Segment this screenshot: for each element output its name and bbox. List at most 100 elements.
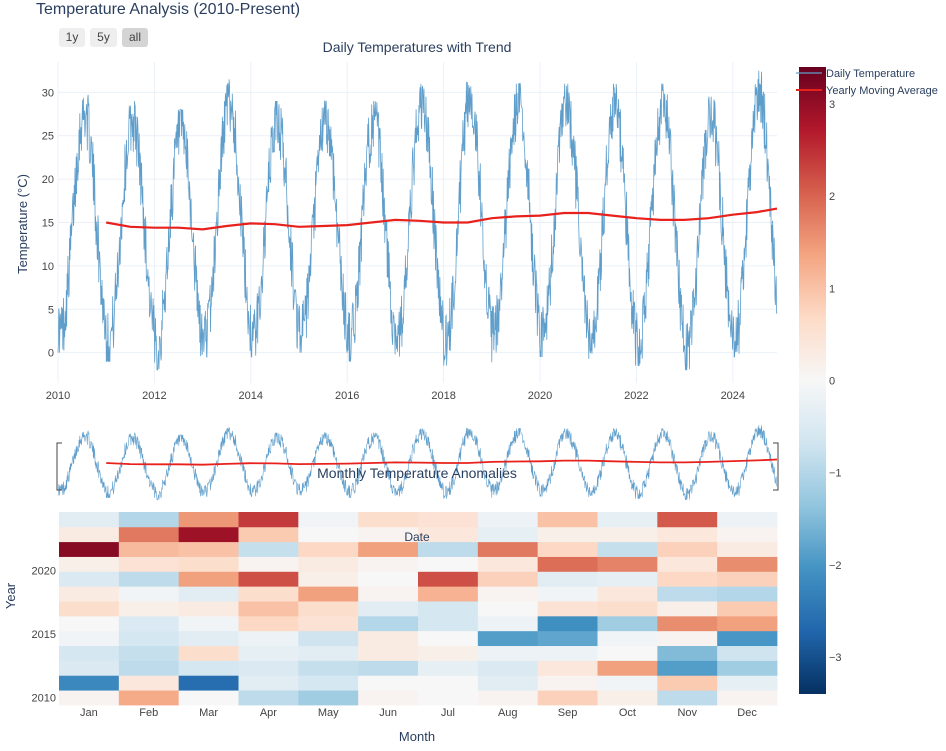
heatmap-cell[interactable] [717,541,778,557]
heatmap-cell[interactable] [477,526,539,543]
legend-average-label[interactable]: Yearly Moving Average [826,85,938,97]
heatmap-cell[interactable] [597,601,658,617]
heatmap-cell[interactable] [477,645,539,661]
heatmap-cell[interactable] [59,675,120,691]
heatmap-cell[interactable] [358,645,419,661]
heatmap-cell[interactable] [657,630,718,647]
range-slider[interactable] [56,425,779,501]
heatmap-cell[interactable] [477,601,539,617]
heatmap-cell[interactable] [477,571,539,587]
heatmap-cell[interactable] [418,660,479,676]
heatmap-cell[interactable] [238,645,299,661]
heatmap-cell[interactable] [298,630,359,647]
heatmap-cell[interactable] [178,556,239,572]
heatmap-cell[interactable] [178,690,239,706]
heatmap-cell[interactable] [597,512,658,528]
heatmap-cell[interactable] [358,586,419,602]
heatmap-cell[interactable] [298,690,359,706]
heatmap-cell[interactable] [418,690,479,706]
heatmap-cell[interactable] [238,556,299,572]
heatmap-cell[interactable] [418,645,479,661]
heatmap-cell[interactable] [178,615,239,632]
heatmap-cell[interactable] [59,645,120,661]
heatmap-cell[interactable] [597,615,658,632]
heatmap-cell[interactable] [238,586,299,602]
slider-handle-left[interactable] [56,442,62,491]
heatmap-cell[interactable] [298,571,359,587]
heatmap-cell[interactable] [477,690,539,706]
heatmap-cell[interactable] [298,675,359,691]
heatmap-cell[interactable] [597,645,658,661]
heatmap-cell[interactable] [118,675,180,691]
heatmap-cell[interactable] [238,690,299,706]
heatmap-cell[interactable] [118,571,180,587]
heatmap-cell[interactable] [418,615,479,632]
heatmap-cell[interactable] [298,512,359,528]
heatmap-cell[interactable] [118,601,180,617]
heatmap-cell[interactable] [118,512,180,528]
heatmap-cell[interactable] [717,660,778,676]
heatmap-cell[interactable] [59,630,120,647]
legend[interactable]: Daily Temperature Yearly Moving Average [796,68,938,97]
heatmap-cell[interactable] [537,630,598,647]
heatmap-cell[interactable] [537,571,598,587]
heatmap-cell[interactable] [597,526,658,543]
heatmap-cell[interactable] [657,615,718,632]
heatmap-cell[interactable] [238,660,299,676]
heatmap-cell[interactable] [597,556,658,572]
heatmap-cell[interactable] [358,601,419,617]
heatmap-cell[interactable] [298,586,359,602]
heatmap-cell[interactable] [597,660,658,676]
heatmap-cell[interactable] [477,660,539,676]
heatmap-cell[interactable] [118,645,180,661]
daily-temperature-line[interactable] [57,70,778,371]
heatmap-cell[interactable] [717,556,778,572]
heatmap-cell[interactable] [118,690,180,706]
heatmap-cell[interactable] [59,660,120,676]
heatmap-cell[interactable] [238,601,299,617]
heatmap-cell[interactable] [477,556,539,572]
heatmap-cell[interactable] [238,512,299,528]
heatmap-cell[interactable] [657,645,718,661]
heatmap-cell[interactable] [358,541,419,557]
heatmap-cell[interactable] [298,526,359,543]
range-all-button[interactable]: all [122,28,148,47]
heatmap-cell[interactable] [358,630,419,647]
heatmap-cell[interactable] [59,512,120,528]
heatmap-cell[interactable] [238,675,299,691]
heatmap-cell[interactable] [118,556,180,572]
heatmap-cell[interactable] [118,660,180,676]
heatmap-cell[interactable] [537,556,598,572]
heatmap-cell[interactable] [118,630,180,647]
heatmap-cell[interactable] [178,526,239,543]
heatmap-cell[interactable] [717,690,778,706]
heatmap-cell[interactable] [657,541,718,557]
heatmap-cell[interactable] [477,630,539,647]
heatmap-cell[interactable] [537,526,598,543]
heatmap-cell[interactable] [178,512,239,528]
heatmap-cell[interactable] [537,615,598,632]
heatmap-cell[interactable] [657,526,718,543]
heatmap-cell[interactable] [418,541,479,557]
heatmap-cell[interactable] [418,512,479,528]
heatmap-cell[interactable] [298,660,359,676]
heatmap-cell[interactable] [59,541,120,557]
range-5y-button[interactable]: 5y [90,28,117,47]
heatmap-cell[interactable] [537,586,598,602]
heatmap-cell[interactable] [238,541,299,557]
heatmap-cell[interactable] [717,526,778,543]
heatmap-cell[interactable] [537,512,598,528]
heatmap-cell[interactable] [118,586,180,602]
heatmap-cell[interactable] [537,675,598,691]
heatmap-cell[interactable] [657,601,718,617]
heatmap-cell[interactable] [717,571,778,587]
heatmap-cell[interactable] [118,526,180,543]
heatmap-cell[interactable] [537,601,598,617]
heatmap-cell[interactable] [657,675,718,691]
heatmap-cell[interactable] [418,571,479,587]
heatmap-cell[interactable] [717,675,778,691]
heatmap-cell[interactable] [358,526,419,543]
heatmap-cell[interactable] [178,660,239,676]
heatmap-cell[interactable] [537,645,598,661]
heatmap-cell[interactable] [418,526,479,543]
